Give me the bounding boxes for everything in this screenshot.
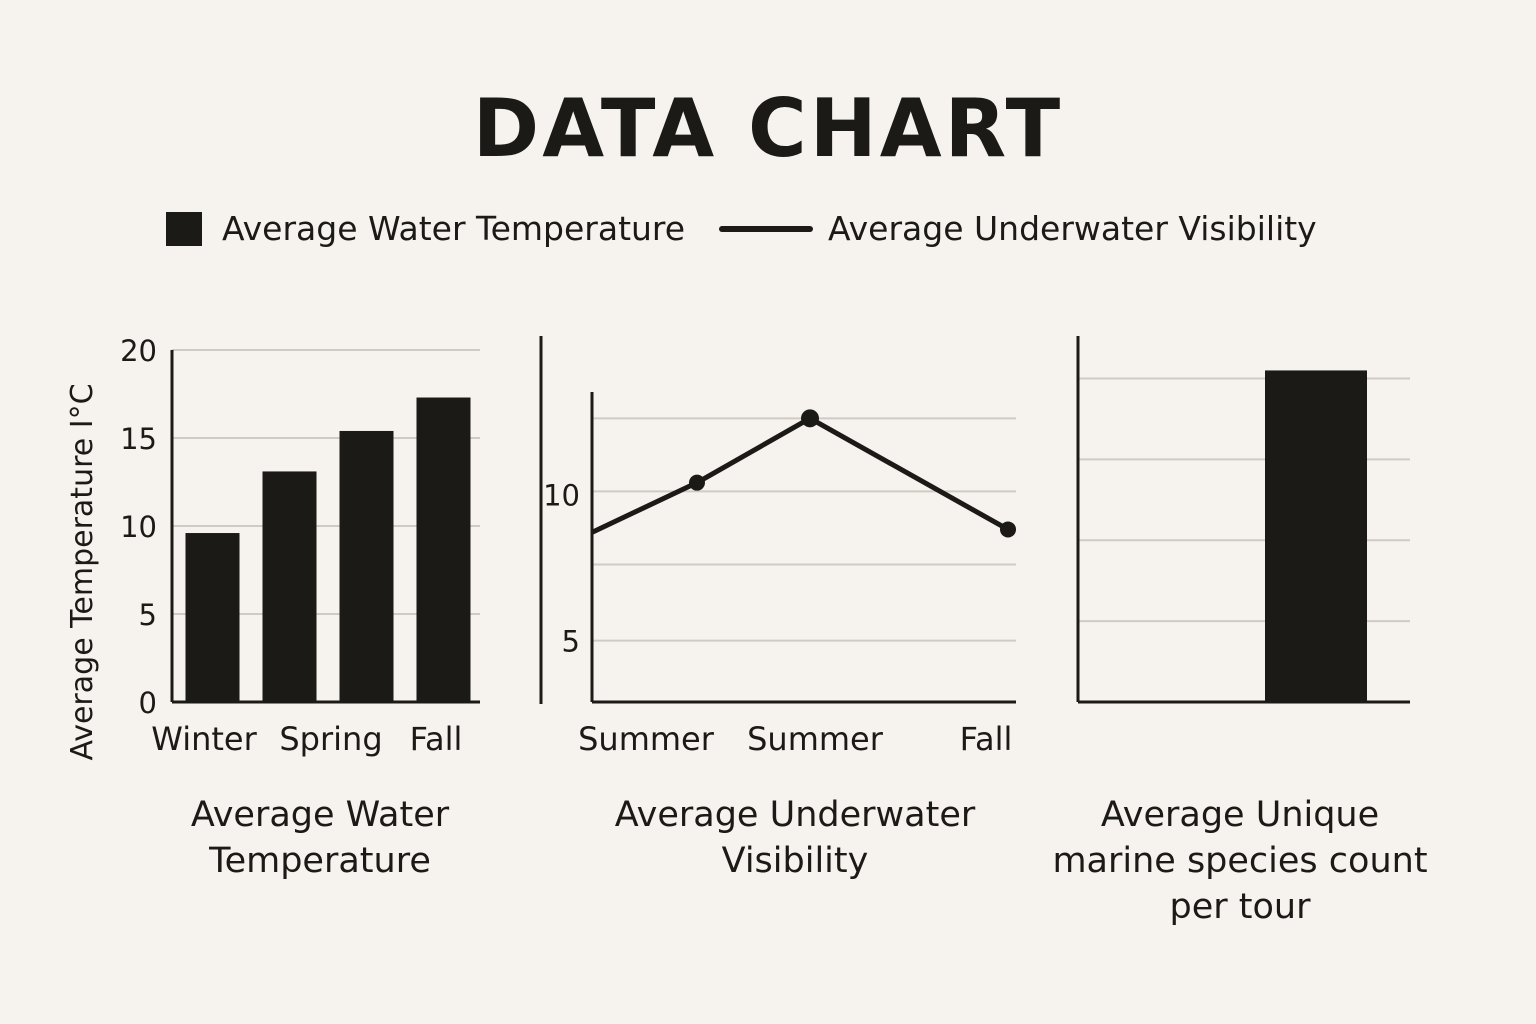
chart-title: DATA CHART xyxy=(473,82,1063,175)
p1-bar-1 xyxy=(185,533,240,702)
p1-y-tick-label: 0 xyxy=(139,686,157,720)
p1-bar-4 xyxy=(416,397,471,702)
p1-x-category-label: Fall xyxy=(410,720,463,758)
p1-x-category-label: Winter xyxy=(151,720,257,758)
p1-x-category-label: Spring xyxy=(279,720,382,758)
p2-y-tick-label: 5 xyxy=(562,625,580,659)
legend-label-water-temperature: Average Water Temperature xyxy=(222,209,685,248)
p2-series-line xyxy=(590,415,1010,535)
p2-x-category-label: Fall xyxy=(960,720,1013,758)
p2-data-point-2 xyxy=(689,474,705,491)
p2-chart-subtitle: Average Underwater xyxy=(615,795,976,835)
legend-label-underwater-visibility: Average Underwater Visibility xyxy=(828,209,1317,248)
p3-chart-subtitle: Average Unique xyxy=(1101,795,1379,835)
p1-chart-subtitle: Average Water xyxy=(191,795,450,835)
p2-data-point-4 xyxy=(1000,521,1016,538)
p2-x-category-label: Summer xyxy=(578,720,715,758)
legend-square-icon xyxy=(166,212,202,246)
p1-chart-subtitle: Temperature xyxy=(208,841,431,881)
p1-y-tick-label: 20 xyxy=(120,334,157,368)
p2-data-point-3 xyxy=(801,409,819,428)
p2-chart-subtitle: Visibility xyxy=(722,841,869,881)
p2-x-category-label: Summer xyxy=(747,720,884,758)
p1-y-tick-label: 10 xyxy=(120,510,157,544)
p1-bar-3 xyxy=(339,430,394,702)
p2-y-tick-label: 10 xyxy=(543,478,580,512)
p1-y-axis-label: Average Temperature I°C xyxy=(65,383,100,760)
p1-bar-2 xyxy=(262,471,317,702)
p1-y-tick-label: 15 xyxy=(120,422,157,456)
p3-chart-subtitle: per tour xyxy=(1170,887,1312,927)
p1-y-tick-label: 5 xyxy=(139,598,157,632)
p3-bar-1 xyxy=(1265,370,1367,702)
p3-chart-subtitle: marine species count xyxy=(1052,841,1427,881)
